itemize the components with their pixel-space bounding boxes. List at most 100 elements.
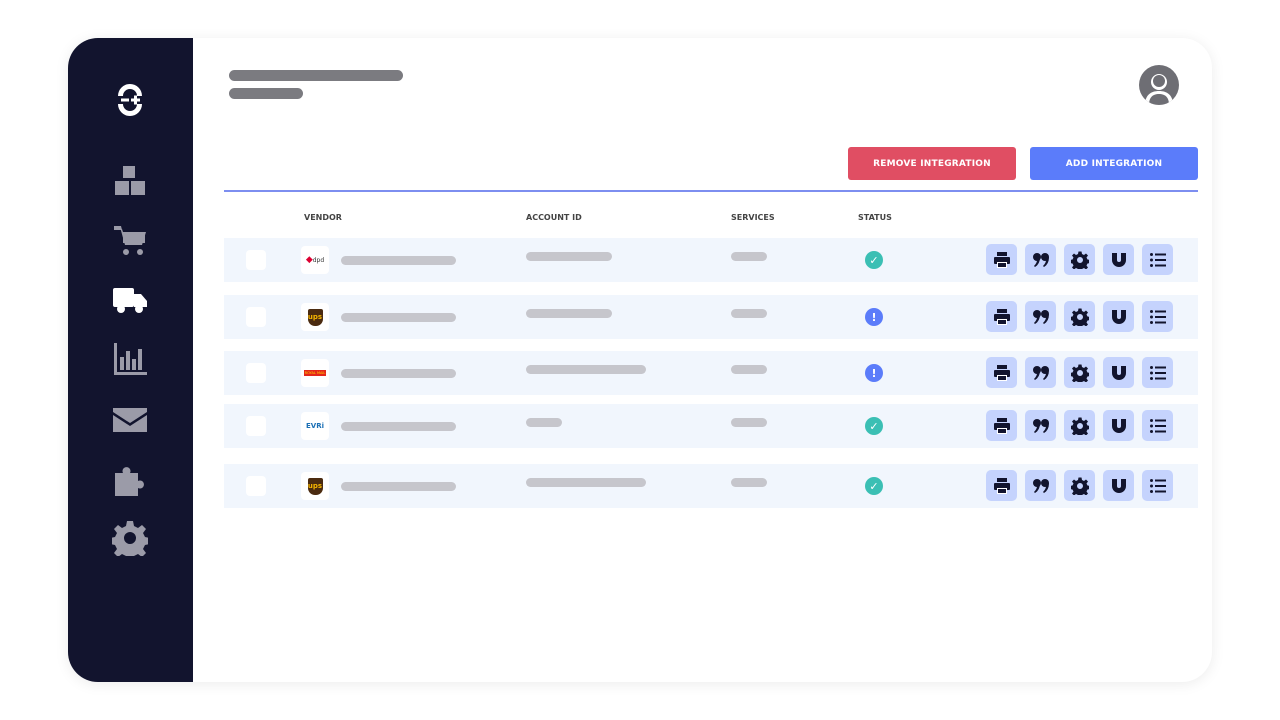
printer-button[interactable] bbox=[986, 357, 1017, 388]
list-button[interactable] bbox=[1142, 244, 1173, 275]
list-button[interactable] bbox=[1142, 470, 1173, 501]
services-placeholder bbox=[731, 478, 767, 487]
account-id-placeholder bbox=[526, 365, 646, 374]
status-warning-icon: ! bbox=[865, 364, 883, 382]
sidebar-item-integrations[interactable] bbox=[112, 462, 148, 498]
gear-button[interactable] bbox=[1064, 470, 1095, 501]
gear-icon bbox=[1070, 417, 1089, 435]
table-row: ups ! bbox=[224, 295, 1198, 339]
magnet-icon bbox=[1110, 364, 1128, 382]
row-checkbox[interactable] bbox=[246, 476, 266, 496]
row-checkbox[interactable] bbox=[246, 307, 266, 327]
quote-button[interactable] bbox=[1025, 244, 1056, 275]
vendor-name-placeholder bbox=[341, 422, 456, 431]
quote-button[interactable] bbox=[1025, 470, 1056, 501]
sidebar-item-settings[interactable] bbox=[110, 520, 150, 561]
magnet-button[interactable] bbox=[1103, 470, 1134, 501]
magnet-button[interactable] bbox=[1103, 410, 1134, 441]
printer-icon bbox=[993, 417, 1011, 435]
gear-icon bbox=[110, 521, 150, 561]
account-id-placeholder bbox=[526, 252, 612, 261]
sidebar-item-analytics[interactable] bbox=[112, 341, 148, 377]
status-ok-icon: ✓ bbox=[865, 477, 883, 495]
list-icon bbox=[1149, 417, 1167, 435]
quote-icon bbox=[1032, 251, 1050, 269]
account-id-placeholder bbox=[526, 418, 562, 427]
page-title-placeholder bbox=[229, 70, 403, 81]
logo-icon[interactable] bbox=[112, 82, 148, 118]
sidebar-item-orders[interactable] bbox=[112, 223, 148, 259]
list-button[interactable] bbox=[1142, 301, 1173, 332]
magnet-icon bbox=[1110, 477, 1128, 495]
quote-button[interactable] bbox=[1025, 357, 1056, 388]
list-button[interactable] bbox=[1142, 357, 1173, 388]
printer-icon bbox=[993, 251, 1011, 269]
printer-icon bbox=[993, 477, 1011, 495]
vendor-logo: ◆ dpd bbox=[301, 246, 329, 274]
gear-icon bbox=[1070, 477, 1089, 495]
magnet-icon bbox=[1110, 417, 1128, 435]
magnet-icon bbox=[1110, 308, 1128, 326]
services-placeholder bbox=[731, 309, 767, 318]
status-warning-icon: ! bbox=[865, 308, 883, 326]
row-checkbox[interactable] bbox=[246, 363, 266, 383]
remove-integration-button[interactable]: REMOVE INTEGRATION bbox=[848, 147, 1016, 180]
puzzle-icon bbox=[115, 467, 144, 496]
row-checkbox[interactable] bbox=[246, 250, 266, 270]
magnet-icon bbox=[1110, 251, 1128, 269]
quote-icon bbox=[1032, 477, 1050, 495]
printer-icon bbox=[993, 308, 1011, 326]
list-button[interactable] bbox=[1142, 410, 1173, 441]
services-placeholder bbox=[731, 365, 767, 374]
chart-icon bbox=[114, 343, 147, 375]
gear-button[interactable] bbox=[1064, 244, 1095, 275]
sidebar bbox=[68, 38, 193, 682]
sidebar-item-inventory[interactable] bbox=[112, 163, 148, 199]
header-status[interactable]: STATUS bbox=[858, 213, 892, 222]
add-integration-button[interactable]: ADD INTEGRATION bbox=[1030, 147, 1198, 180]
gear-icon bbox=[1070, 308, 1089, 326]
table-row: ups ✓ bbox=[224, 464, 1198, 508]
status-ok-icon: ✓ bbox=[865, 251, 883, 269]
gear-icon bbox=[1070, 251, 1089, 269]
vendor-logo: ROYAL MAIL bbox=[301, 359, 329, 387]
gear-button[interactable] bbox=[1064, 301, 1095, 332]
truck-icon bbox=[113, 288, 147, 313]
boxes-icon bbox=[115, 166, 145, 195]
sidebar-item-shipping[interactable] bbox=[112, 282, 148, 318]
vendor-name-placeholder bbox=[341, 313, 456, 322]
printer-icon bbox=[993, 364, 1011, 382]
vendor-name-placeholder bbox=[341, 482, 456, 491]
gear-button[interactable] bbox=[1064, 410, 1095, 441]
services-placeholder bbox=[731, 252, 767, 261]
printer-button[interactable] bbox=[986, 410, 1017, 441]
printer-button[interactable] bbox=[986, 244, 1017, 275]
gear-button[interactable] bbox=[1064, 357, 1095, 388]
vendor-name-placeholder bbox=[341, 369, 456, 378]
list-icon bbox=[1149, 308, 1167, 326]
cart-icon bbox=[114, 226, 146, 255]
list-icon bbox=[1149, 251, 1167, 269]
list-icon bbox=[1149, 364, 1167, 382]
user-avatar-icon[interactable] bbox=[1139, 65, 1179, 105]
gear-icon bbox=[1070, 364, 1089, 382]
vendor-logo: ups bbox=[301, 303, 329, 331]
vendor-name-placeholder bbox=[341, 256, 456, 265]
printer-button[interactable] bbox=[986, 470, 1017, 501]
row-checkbox[interactable] bbox=[246, 416, 266, 436]
quote-button[interactable] bbox=[1025, 410, 1056, 441]
printer-button[interactable] bbox=[986, 301, 1017, 332]
header-services: SERVICES bbox=[731, 213, 775, 222]
header-vendor: VENDOR bbox=[304, 213, 342, 222]
magnet-button[interactable] bbox=[1103, 244, 1134, 275]
account-id-placeholder bbox=[526, 309, 612, 318]
quote-button[interactable] bbox=[1025, 301, 1056, 332]
magnet-button[interactable] bbox=[1103, 357, 1134, 388]
divider bbox=[224, 190, 1198, 192]
magnet-button[interactable] bbox=[1103, 301, 1134, 332]
sidebar-item-mail[interactable] bbox=[112, 402, 148, 438]
mail-icon bbox=[113, 408, 147, 432]
status-ok-icon: ✓ bbox=[865, 417, 883, 435]
vendor-logo: ups bbox=[301, 472, 329, 500]
page-subtitle-placeholder bbox=[229, 88, 303, 99]
